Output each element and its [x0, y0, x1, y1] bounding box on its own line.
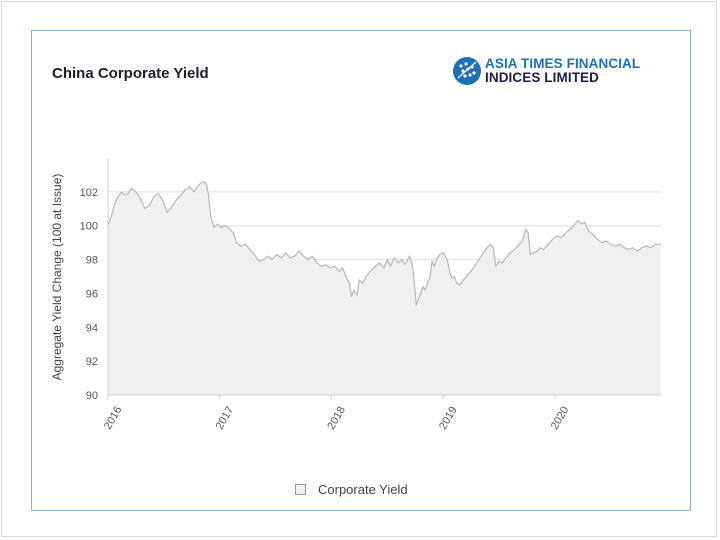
x-tick-label: 2016 [102, 405, 125, 432]
y-tick-label: 90 [86, 390, 98, 402]
y-tick-label: 92 [86, 356, 98, 368]
x-tick-label: 2020 [549, 405, 572, 432]
y-tick-labels: 90 92 94 96 98 100 102 [80, 187, 98, 402]
x-tick-label: 2017 [214, 405, 237, 432]
axes [107, 158, 661, 396]
x-tick-labels: 2016 2017 2018 2019 2020 [102, 395, 572, 432]
legend-label: Corporate Yield [318, 482, 408, 497]
logo-line-2: INDICES LIMITED [485, 70, 600, 85]
chart-title: China Corporate Yield [52, 65, 209, 82]
y-tick-label: 94 [86, 322, 98, 334]
y-tick-label: 100 [80, 221, 98, 233]
series-layer [107, 181, 661, 395]
logo-line-1: ASIA TIMES FINANCIAL [485, 56, 641, 71]
x-tick-label: 2019 [437, 405, 460, 432]
brand-logo[interactable]: ASIA TIMES FINANCIAL INDICES LIMITED [452, 55, 662, 89]
y-tick-label: 98 [86, 255, 98, 267]
y-tick-label: 96 [86, 288, 98, 300]
series-line [107, 181, 661, 306]
x-tick-label: 2018 [325, 405, 348, 432]
series-area [108, 181, 661, 395]
atfi-logo-icon [453, 57, 481, 85]
legend-swatch [295, 484, 306, 495]
y-axis-label: Aggregate Yield Change (100 at Issue) [50, 174, 64, 381]
y-tick-label: 102 [80, 187, 98, 199]
